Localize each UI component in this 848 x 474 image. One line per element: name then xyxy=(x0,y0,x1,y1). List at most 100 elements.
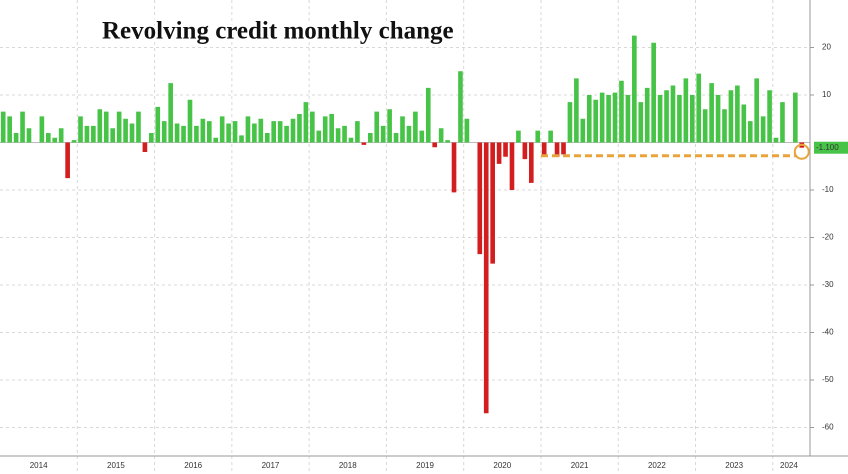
chart-title: Revolving credit monthly change xyxy=(102,18,454,45)
bar xyxy=(303,102,309,143)
bar xyxy=(355,121,360,143)
y-tick-label: -20 xyxy=(822,233,834,242)
x-tick-label: 2021 xyxy=(571,461,589,470)
bar xyxy=(271,121,277,143)
bar xyxy=(13,133,19,143)
bar xyxy=(793,92,798,143)
bar xyxy=(258,118,264,143)
bar xyxy=(400,116,405,143)
bar xyxy=(464,118,470,143)
bar xyxy=(722,109,727,143)
bar xyxy=(651,42,656,143)
bar xyxy=(754,78,760,143)
bar xyxy=(219,116,225,143)
bar xyxy=(638,102,644,143)
bar xyxy=(168,83,173,143)
grid xyxy=(0,0,810,474)
bar xyxy=(361,142,367,145)
bar xyxy=(509,142,515,190)
bar xyxy=(657,95,663,143)
bar xyxy=(554,142,560,157)
bar xyxy=(194,125,199,143)
bar xyxy=(136,111,141,143)
bar xyxy=(84,125,90,143)
bar xyxy=(316,130,322,143)
bar xyxy=(374,111,380,143)
bar xyxy=(380,125,386,143)
bar xyxy=(760,116,766,143)
bar xyxy=(735,85,740,143)
x-tick-label: 2016 xyxy=(184,461,202,470)
bar xyxy=(490,142,495,264)
bar xyxy=(329,114,334,143)
bar xyxy=(245,116,251,143)
bar xyxy=(58,128,64,143)
bar xyxy=(709,83,714,143)
bar xyxy=(232,121,238,143)
bar xyxy=(696,73,702,143)
y-tick-label: -40 xyxy=(822,328,834,337)
y-tick-label: 20 xyxy=(822,43,831,52)
bar xyxy=(367,133,373,143)
y-tick-label: 10 xyxy=(822,90,831,99)
x-tick-label: 2020 xyxy=(493,461,511,470)
last-value-box xyxy=(814,141,848,154)
bar xyxy=(387,109,392,143)
bar xyxy=(342,125,347,143)
bar xyxy=(496,142,502,164)
bar xyxy=(322,116,328,143)
bar xyxy=(522,142,528,160)
bar xyxy=(65,142,70,179)
bar xyxy=(252,123,257,143)
bar xyxy=(606,95,611,143)
bar xyxy=(213,137,219,143)
x-tick-label: 2022 xyxy=(648,461,666,470)
y-tick-label: -60 xyxy=(822,423,834,432)
bar xyxy=(689,95,695,143)
bar xyxy=(7,116,12,143)
bar xyxy=(97,109,103,143)
bar xyxy=(129,123,135,143)
bar xyxy=(574,78,579,143)
bar xyxy=(239,135,244,143)
bars xyxy=(0,35,805,414)
bar xyxy=(451,142,457,193)
bar xyxy=(116,111,122,143)
bar xyxy=(612,92,618,143)
bar xyxy=(677,95,682,143)
bar xyxy=(741,104,747,143)
y-tick-label: -50 xyxy=(822,375,834,384)
bar xyxy=(715,95,721,143)
bar xyxy=(45,133,51,143)
bar xyxy=(419,130,425,143)
bar xyxy=(26,128,32,143)
bar xyxy=(110,128,116,143)
bar xyxy=(425,87,431,143)
last-value-marker xyxy=(793,143,810,160)
bar xyxy=(503,142,508,157)
bar xyxy=(187,99,193,143)
bar xyxy=(413,111,418,143)
bar xyxy=(335,128,341,143)
bar xyxy=(599,92,605,143)
bar xyxy=(619,80,624,143)
bar xyxy=(200,118,206,143)
bar xyxy=(149,133,154,143)
bar xyxy=(747,121,753,143)
bar xyxy=(181,125,186,143)
bar xyxy=(548,130,553,143)
bar xyxy=(348,137,354,143)
bar xyxy=(91,125,96,143)
bar xyxy=(432,142,438,148)
bar xyxy=(277,121,283,143)
bar xyxy=(586,95,592,143)
bar xyxy=(593,99,599,143)
bar xyxy=(625,95,631,143)
bar xyxy=(103,111,109,143)
bar xyxy=(632,35,637,143)
x-tick-label: 2015 xyxy=(107,461,125,470)
bar xyxy=(310,111,315,143)
x-tick-label: 2018 xyxy=(339,461,357,470)
